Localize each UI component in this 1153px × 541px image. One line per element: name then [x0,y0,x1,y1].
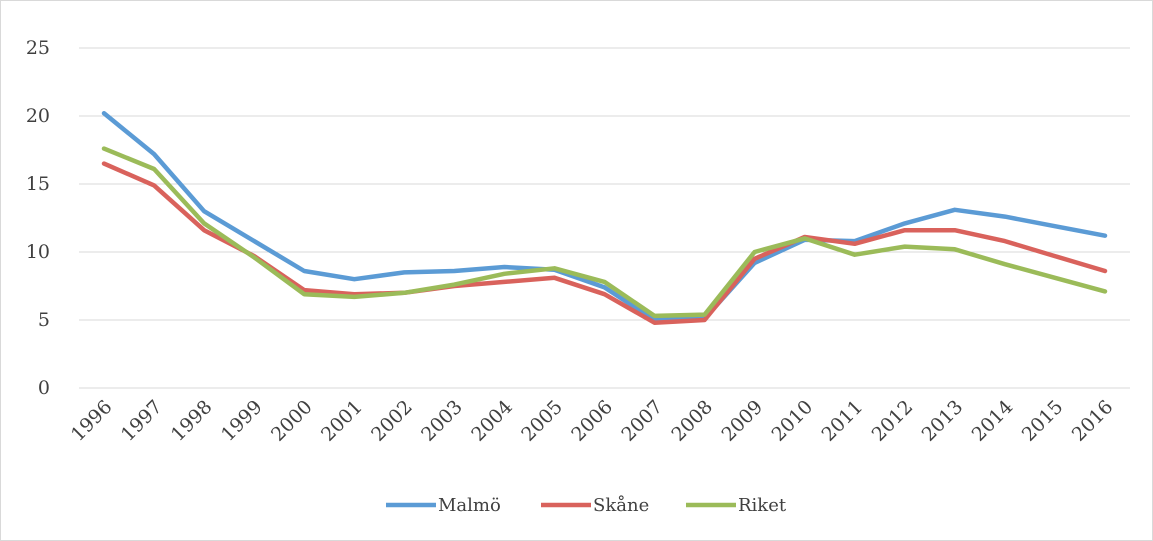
x-tick-label: 1998 [167,396,217,446]
x-tick-label: 2009 [717,396,767,446]
x-tick-label: 2000 [267,396,317,446]
x-tick-label: 2001 [317,396,367,446]
x-tick-label: 2004 [467,396,517,446]
x-tick-label: 2002 [367,396,417,446]
x-tick-label: 2012 [868,396,918,446]
y-tick-label: 0 [38,377,50,399]
legend: Malmö Skåne Riket [386,494,787,516]
x-tick-label: 2007 [617,396,667,446]
x-tick-label: 2010 [767,396,817,446]
series-lines [101,111,1108,325]
y-tick-label: 5 [38,309,50,331]
x-tick-label: 1997 [117,396,167,446]
x-axis-ticks: 1996 1997 1998 1999 2000 2001 2002 2003 2004 2005… [67,396,1118,446]
x-tick-label: 2006 [567,396,617,446]
legend-label: Riket [738,495,787,516]
y-tick-label: 10 [26,241,50,263]
x-tick-label: 2011 [818,396,868,446]
y-tick-label: 20 [26,105,50,127]
legend-label: Malmö [438,495,501,516]
x-tick-label: 1996 [67,396,117,446]
x-tick-label: 1999 [217,396,267,446]
x-tick-label: 2005 [517,396,567,446]
x-tick-label: 2015 [1018,396,1068,446]
x-tick-label: 2003 [417,396,467,446]
x-tick-label: 2008 [667,396,717,446]
series-line-1 [101,111,1108,323]
legend-label: Skåne [593,494,649,516]
y-tick-label: 15 [26,173,50,195]
x-tick-label: 2016 [1068,396,1118,446]
y-tick-label: 25 [26,37,50,59]
gridlines [79,47,1130,389]
x-tick-label: 2013 [918,396,968,446]
x-tick-label: 2014 [968,396,1018,446]
y-axis-ticks: 0 5 10 15 20 25 [26,37,50,399]
series-line-3 [101,146,1108,319]
